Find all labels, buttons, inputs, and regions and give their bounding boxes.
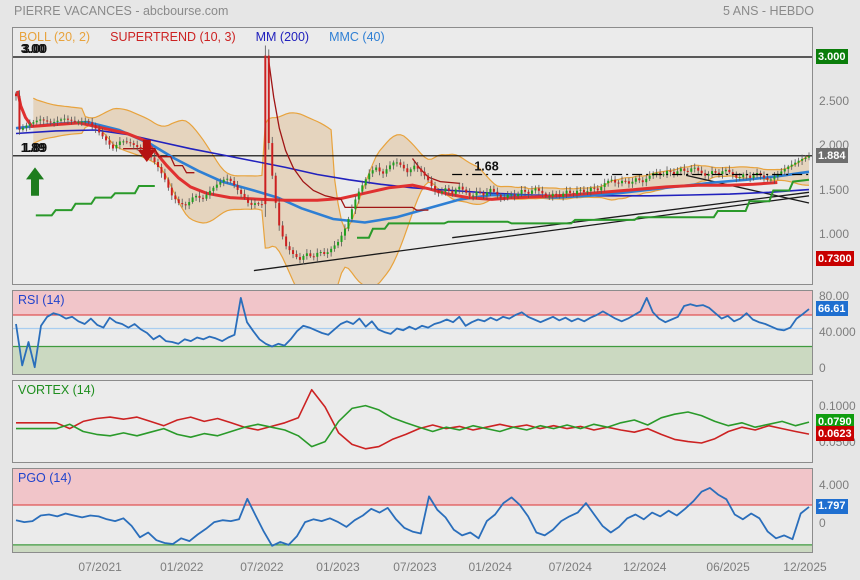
page-title: PIERRE VACANCES - abcbourse.com	[14, 4, 229, 18]
sell-signal-arrow-icon	[137, 139, 156, 162]
svg-text:1.89: 1.89	[23, 141, 47, 155]
pgo-canvas[interactable]	[13, 469, 812, 552]
price-axis-column: 2.500 2.000 1.500 1.000 80.00 40.000 0 0.1000 0.…	[816, 0, 860, 580]
axis-tick-label: 1.000	[819, 227, 850, 241]
axis-tick-label: 0	[819, 361, 826, 375]
svg-text:3.00: 3.00	[21, 42, 45, 56]
axis-tick-label: 0.1000	[819, 399, 856, 413]
axis-tick-label: 0	[819, 516, 826, 530]
rsi-canvas[interactable]	[13, 291, 812, 374]
axis-value-badge: 0.0623	[816, 426, 854, 442]
x-axis-label: 01/2024	[468, 560, 512, 574]
vortex-panel: VORTEX (14)	[12, 380, 813, 463]
axis-tick-label: 2.500	[819, 93, 850, 108]
indicator-legend: BOLL (20, 2) SUPERTREND (10, 3) MM (200)…	[19, 30, 385, 44]
rsi-title: RSI (14)	[18, 293, 65, 307]
axis-value-badge: 0.0790	[816, 414, 854, 430]
x-axis-label: 07/2023	[393, 560, 437, 574]
x-axis-label: 12/2025	[783, 560, 827, 574]
buy-signal-arrow-icon	[26, 167, 44, 196]
legend-mm200[interactable]: MM (200)	[255, 30, 310, 44]
axis-value-badge: 3.000	[816, 49, 848, 64]
x-axis-label: 01/2022	[160, 560, 204, 574]
legend-boll[interactable]: BOLL (20, 2)	[19, 30, 91, 44]
svg-text:3.00: 3.00	[23, 42, 47, 56]
x-axis-label: 12/2024	[623, 560, 667, 574]
legend-supertrend[interactable]: SUPERTREND (10, 3)	[110, 30, 236, 44]
x-axis-label: 07/2021	[78, 560, 122, 574]
axis-tick-label: 1.500	[819, 182, 850, 197]
axis-value-badge: 0.7300	[816, 251, 854, 267]
x-axis-label: 07/2024	[548, 560, 592, 574]
legend-mmc40[interactable]: MMC (40)	[329, 30, 385, 44]
x-axis-label: 01/2023	[316, 560, 360, 574]
vortex-title: VORTEX (14)	[18, 383, 95, 397]
axis-value-badge: 1.797	[816, 498, 848, 514]
axis-tick-label: 80.00	[819, 289, 850, 303]
svg-text:1.89: 1.89	[21, 141, 45, 155]
rsi-panel: RSI (14)	[12, 290, 813, 375]
x-axis-label: 06/2025	[706, 560, 750, 574]
timeframe-label: 5 ANS - HEBDO	[723, 4, 814, 18]
axis-tick-label: 4.000	[819, 478, 850, 492]
x-axis-label: 07/2022	[240, 560, 284, 574]
axis-value-badge: 66.61	[816, 301, 848, 317]
price-chart-canvas[interactable]: 3.001.891.683.001.89	[13, 28, 812, 284]
pgo-panel: PGO (14)	[12, 468, 813, 553]
axis-tick-label: 40.000	[819, 325, 856, 339]
svg-text:1.68: 1.68	[474, 159, 498, 173]
pgo-title: PGO (14)	[18, 471, 72, 485]
vortex-canvas[interactable]	[13, 381, 812, 462]
date-axis: 07/2021 01/2022 07/2022 01/2023 07/2023 01/20…	[12, 558, 826, 576]
axis-value-badge: 1.884	[816, 148, 848, 164]
price-chart-panel: BOLL (20, 2) SUPERTREND (10, 3) MM (200)…	[12, 27, 813, 285]
